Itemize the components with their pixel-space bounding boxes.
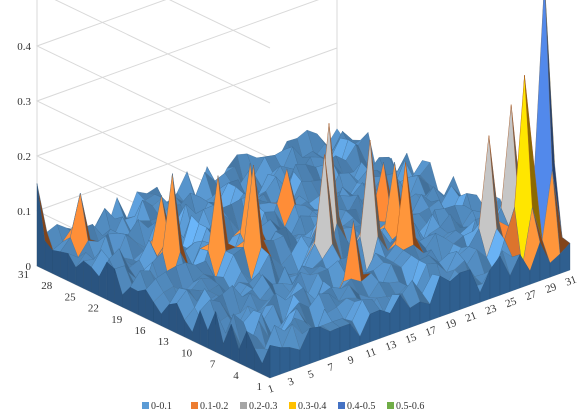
gridline-0.4 <box>35 0 271 159</box>
surface-skirt <box>36 183 45 270</box>
surface-skirt <box>419 301 431 325</box>
x-tick-label: 15 <box>404 331 419 346</box>
y-tick-label: 16 <box>135 325 147 337</box>
surface-skirt <box>339 323 351 354</box>
surface-skirt <box>369 309 381 343</box>
legend-label: 0.4-0.5 <box>347 401 375 412</box>
x-tick-label: 3 <box>286 375 296 388</box>
x-tick-label: 25 <box>504 295 519 310</box>
surface-skirt <box>319 326 331 361</box>
y-tick-label: 10 <box>181 347 193 359</box>
surface-skirt <box>459 269 471 310</box>
z-tick-label: 0.1 <box>17 206 31 218</box>
y-tick-label: 31 <box>18 269 29 281</box>
legend-label: 0.1-0.2 <box>200 401 228 412</box>
surface-skirt <box>279 347 291 375</box>
y-tick-label: 13 <box>158 336 170 348</box>
y-tick-label: 25 <box>65 291 77 303</box>
z-axis-tick-labels: 00.10.20.30.40.50.6 <box>17 41 32 273</box>
x-tick-label: 27 <box>524 288 539 303</box>
x-tick-label: 1 <box>266 383 275 396</box>
y-tick-label: 22 <box>88 303 99 315</box>
legend-swatch <box>387 402 394 409</box>
y-tick-label: 4 <box>233 370 239 382</box>
legend-label: 0.3-0.4 <box>298 401 326 412</box>
z-tick-label: 0.4 <box>17 41 31 53</box>
y-tick-label: 7 <box>210 359 216 371</box>
z-tick-label: 0 <box>26 261 32 273</box>
y-tick-label: 1 <box>257 381 263 393</box>
y-axis-tick-labels: 1 4 7 10 13 16 19 22 25 28 31 <box>18 269 262 393</box>
y-tick-label: 28 <box>41 280 53 292</box>
surface-skirt <box>137 289 146 319</box>
surface-skirt <box>379 309 391 339</box>
gridline-0.5 <box>54 0 271 104</box>
x-tick-label: 17 <box>424 324 439 339</box>
x-tick-label: 29 <box>544 281 559 296</box>
gridline-0.6 <box>168 0 271 49</box>
surface-plot <box>36 0 571 379</box>
surface-skirt <box>130 286 139 315</box>
x-tick-label: 7 <box>326 361 336 374</box>
legend-label: 0.5-0.6 <box>396 401 424 412</box>
legend-swatch <box>142 402 149 409</box>
surface-skirt <box>269 345 281 379</box>
x-tick-label: 19 <box>444 317 459 332</box>
surface-skirt <box>309 326 321 364</box>
surface-skirt <box>52 250 61 278</box>
legend-swatch <box>240 402 247 409</box>
surface-skirt <box>329 327 341 357</box>
x-tick-label: 11 <box>364 346 378 361</box>
y-tick-label: 19 <box>111 314 123 326</box>
z-tick-label: 0.3 <box>17 96 31 108</box>
legend-label: 0-0.1 <box>151 401 172 412</box>
surface-skirt <box>439 275 451 318</box>
z-tick-label: 0.2 <box>17 151 31 163</box>
x-tick-label: 31 <box>564 274 578 289</box>
x-tick-label: 21 <box>464 310 478 325</box>
x-tick-label: 23 <box>484 302 499 317</box>
x-tick-label: 5 <box>306 368 316 381</box>
surface-skirt <box>289 347 301 372</box>
surface-skirt <box>559 242 571 274</box>
surface-skirt <box>60 251 69 282</box>
legend-swatch <box>289 402 296 409</box>
surface-skirt <box>168 303 177 334</box>
legend: 0-0.1 0.1-0.2 0.2-0.3 0.3-0.4 0.4-0.5 0.5-0.6 <box>142 401 424 412</box>
surface-skirt <box>106 261 115 304</box>
legend-label: 0.2-0.3 <box>249 401 277 412</box>
legend-swatch <box>338 402 345 409</box>
x-tick-label: 9 <box>346 354 356 367</box>
x-tick-label: 13 <box>384 338 399 353</box>
legend-swatch <box>191 402 198 409</box>
